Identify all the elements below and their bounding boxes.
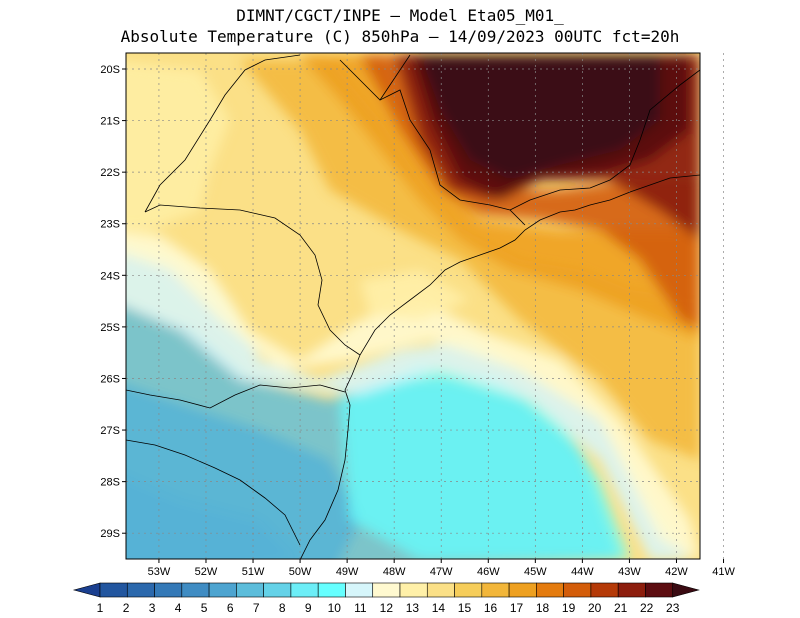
colorbar-label: 22 <box>640 601 654 615</box>
colorbar-swatch <box>617 582 646 598</box>
colorbar-swatch <box>126 582 155 598</box>
lat-label: 23S <box>100 219 120 231</box>
colorbar-label: 1 <box>97 601 104 615</box>
lat-label: 28S <box>100 477 120 489</box>
colorbar-label: 12 <box>380 601 394 615</box>
colorbar-swatch <box>426 582 455 598</box>
colorbar-label: 15 <box>458 601 472 615</box>
colorbar-swatch <box>372 582 401 598</box>
longitude-labels: 53W 52W 51W 50W 49W 48W 47W 46W 45W 44W 43W 42W 41W <box>148 566 736 578</box>
colorbar-swatch <box>263 582 292 598</box>
colorbar-label: 10 <box>328 601 342 615</box>
colorbar-swatch <box>317 582 346 598</box>
colorbar-label: 11 <box>354 601 367 615</box>
colorbar-swatch <box>154 582 183 598</box>
lat-label: 22S <box>100 167 120 179</box>
colorbar-swatch <box>181 582 210 598</box>
colorbar-label: 17 <box>510 601 524 615</box>
colorbar-label: 20 <box>588 601 602 615</box>
colorbar-labels: 1 2 3 4 5 6 7 8 9 10 11 12 13 14 15 16 17 18 19 20 21 22 23 <box>97 601 680 615</box>
lat-label: 25S <box>100 322 120 334</box>
zone-pale-yellow <box>126 61 230 230</box>
title-line-2: Absolute Temperature (C) 850hPa — 14/09/… <box>120 27 680 46</box>
latitude-labels: 20S 21S 22S 23S 24S 25S 26S 27S 28S 29S <box>100 64 120 540</box>
lon-label: 44W <box>571 566 594 578</box>
lat-label: 20S <box>100 64 120 76</box>
lon-label: 41W <box>712 566 735 578</box>
lon-label: 46W <box>477 566 500 578</box>
lon-label: 53W <box>148 566 171 578</box>
colorbar-label: 16 <box>484 601 498 615</box>
lon-label: 43W <box>618 566 641 578</box>
colorbar-label: 8 <box>279 601 286 615</box>
title-line-1: DIMNT/CGCT/INPE — Model Eta05_M01_ <box>236 6 564 25</box>
colorbar-label: 23 <box>666 601 680 615</box>
temperature-field <box>126 53 700 559</box>
zone-pale-yellow-2 <box>360 270 470 320</box>
colorbar <box>72 582 700 598</box>
colorbar-label: 14 <box>432 601 446 615</box>
lon-label: 42W <box>665 566 688 578</box>
colorbar-swatch <box>236 582 264 598</box>
colorbar-swatch <box>345 582 374 598</box>
colorbar-swatch <box>399 582 428 598</box>
colorbar-label: 3 <box>149 601 156 615</box>
colorbar-label: 7 <box>253 601 260 615</box>
zone-cream <box>126 231 700 559</box>
state-border-4 <box>144 54 301 213</box>
colorbar-label: 19 <box>562 601 576 615</box>
zone-darkest <box>420 55 660 180</box>
zone-bright-cyan <box>340 365 630 559</box>
graticule-grid <box>122 53 725 563</box>
state-border-7 <box>379 54 411 101</box>
colorbar-swatch <box>208 582 237 598</box>
zone-orange <box>240 60 700 460</box>
lon-label: 49W <box>336 566 359 578</box>
lon-label: 52W <box>195 566 218 578</box>
colorbar-swatch <box>290 582 319 598</box>
colorbar-label: 13 <box>406 601 420 615</box>
colorbar-swatch <box>454 582 483 598</box>
colorbar-swatch <box>645 582 674 598</box>
zone-burnt-orange <box>360 55 700 330</box>
colorbar-swatch <box>481 582 510 598</box>
colorbar-label: 18 <box>536 601 550 615</box>
lon-label: 51W <box>242 566 265 578</box>
state-border-3 <box>144 204 361 356</box>
colorbar-label: 4 <box>175 601 182 615</box>
lon-label: 45W <box>524 566 547 578</box>
colorbar-swatch <box>536 582 564 598</box>
colorbar-label: 21 <box>614 601 628 615</box>
colorbar-swatch <box>563 582 592 598</box>
lon-label: 47W <box>430 566 453 578</box>
lon-label: 50W <box>289 566 312 578</box>
colorbar-label: 2 <box>123 601 130 615</box>
colorbar-swatch <box>590 582 619 598</box>
lat-label: 24S <box>100 270 120 282</box>
state-border-6 <box>509 69 700 211</box>
lat-label: 29S <box>100 528 120 540</box>
lat-label: 27S <box>100 425 120 437</box>
lat-label: 26S <box>100 373 120 385</box>
state-border-5 <box>339 59 526 226</box>
lon-label: 48W <box>383 566 406 578</box>
state-border-2 <box>126 439 301 546</box>
coastline-and-borders <box>126 54 700 559</box>
plot-frame <box>125 52 701 560</box>
colorbar-label: 9 <box>305 601 312 615</box>
colorbar-label: 5 <box>201 601 208 615</box>
lat-label: 21S <box>100 116 120 128</box>
colorbar-label: 6 <box>227 601 234 615</box>
colorbar-arrow-left <box>72 582 101 598</box>
colorbar-swatch <box>99 582 128 598</box>
colorbar-swatch <box>508 582 537 598</box>
coastline <box>300 174 700 559</box>
state-border-1 <box>126 384 346 409</box>
colorbar-arrow-right <box>672 582 700 598</box>
